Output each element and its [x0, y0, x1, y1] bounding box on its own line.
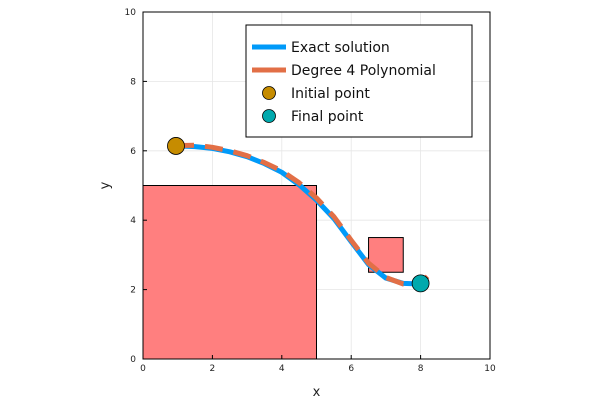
y-tick-label-5: 10	[125, 8, 137, 18]
legend-swatch-3	[262, 109, 276, 123]
ticks: 0 2 4 6 8 10 0 2 4 6 8 10	[125, 8, 496, 374]
series-marker-2-0	[167, 137, 185, 155]
y-axis-label: y	[98, 181, 113, 189]
obstacle-0	[142, 185, 317, 360]
plot-border	[142, 11, 491, 360]
legend-entry-3: Final point	[291, 109, 364, 125]
series-layer	[167, 137, 430, 293]
series-marker-3-0	[411, 274, 430, 293]
legend-entry-0: Exact solution	[291, 40, 390, 56]
x-tick-label-2: 4	[279, 364, 285, 374]
legend-entry-2: Initial point	[291, 86, 370, 102]
x-axis-label: x	[313, 385, 321, 400]
y-tick-label-4: 8	[130, 77, 136, 87]
plot-frame	[142, 11, 491, 360]
x-tick-label-4: 8	[418, 364, 424, 374]
x-tick-label-0: 0	[140, 364, 146, 374]
obstacles	[142, 185, 404, 360]
series-line-1	[175, 142, 430, 287]
legend-swatch-2	[262, 86, 276, 100]
legend-box	[245, 24, 473, 138]
legend-entry-1: Degree 4 Polynomial	[291, 63, 436, 79]
y-tick-label-1: 2	[130, 286, 136, 296]
x-tick-label-3: 6	[348, 364, 354, 374]
y-tick-label-0: 0	[130, 355, 136, 365]
x-tick-label-1: 2	[210, 364, 216, 374]
y-tick-label-2: 4	[130, 216, 136, 226]
legend: Exact solution Degree 4 Polynomial Initial…	[245, 24, 473, 138]
y-tick-label-3: 6	[130, 147, 136, 157]
x-tick-label-5: 10	[484, 364, 496, 374]
